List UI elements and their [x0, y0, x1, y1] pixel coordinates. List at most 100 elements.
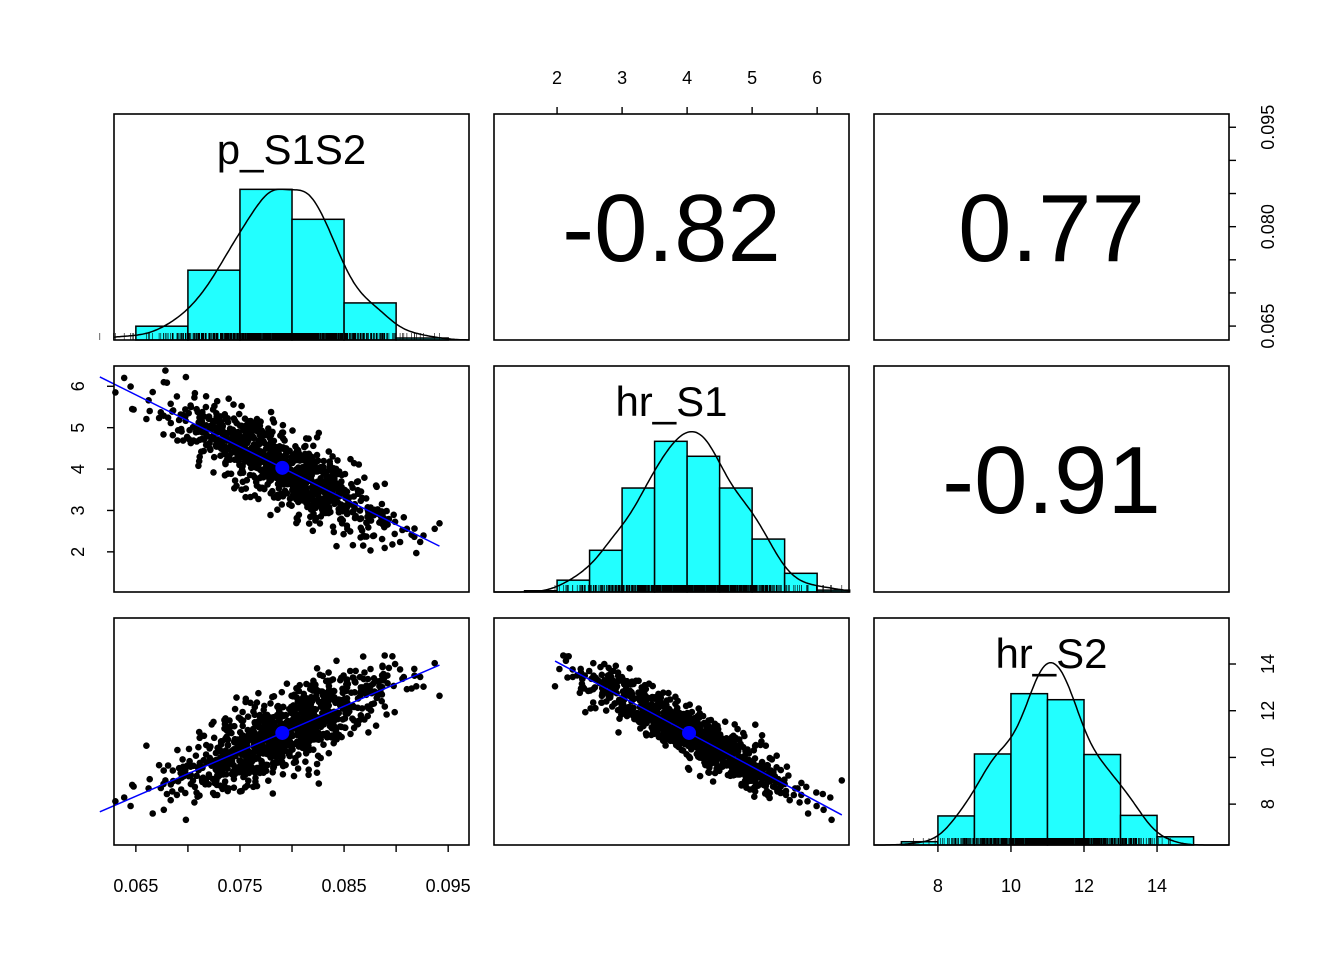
tick-label: 0.075 [217, 876, 262, 896]
scatter-point [157, 409, 165, 416]
scatter-point [731, 770, 739, 778]
scatter-point [313, 502, 321, 510]
scatter-point [670, 716, 677, 723]
scatter-point [782, 787, 790, 795]
scatter-point [286, 495, 294, 503]
panel-0-2: 0.77 [873, 113, 1230, 341]
scatter-point [214, 772, 222, 780]
scatter-point [301, 738, 309, 745]
scatter-point [656, 694, 663, 702]
scatter-point [305, 771, 312, 779]
scatter-point [235, 768, 243, 776]
scatter-point [368, 701, 375, 708]
scatter-point [346, 667, 354, 675]
scatter-point [338, 471, 346, 479]
scatter-point [766, 794, 773, 802]
scatter-point [325, 448, 333, 455]
scatter-point [329, 676, 337, 683]
scatter-point [639, 698, 647, 706]
scatter-point [213, 767, 220, 774]
scatter-point [619, 697, 627, 705]
scatter-point [244, 713, 252, 720]
scatter-point [766, 767, 773, 774]
scatter-point [813, 802, 820, 810]
scatter-point [203, 741, 210, 749]
scatter-point [143, 415, 150, 423]
scatter-point [277, 490, 285, 498]
scatter-point [620, 681, 628, 688]
scatter-point [245, 769, 253, 777]
scatter-point [333, 542, 340, 550]
scatter-point [190, 762, 197, 770]
scatter-point [293, 519, 300, 527]
panel-0-0: p_S1S2 [99, 113, 470, 341]
scatter-point [256, 713, 264, 720]
scatter-point [305, 766, 313, 773]
panel-frame [493, 113, 850, 341]
scatter-point [389, 653, 396, 660]
scatter-point [749, 759, 756, 767]
scatter-point [274, 506, 281, 513]
scatter-point [217, 748, 224, 755]
scatter-point [292, 443, 299, 450]
scatter-point [164, 762, 172, 769]
scatter-point [143, 742, 150, 749]
scatter-point [696, 727, 703, 735]
scatter-point [714, 728, 721, 735]
scatter-point [291, 691, 298, 698]
scatter-point [349, 484, 356, 492]
scatter-point [191, 783, 199, 791]
scatter-point [285, 447, 293, 455]
scatter-point [182, 789, 189, 797]
scatter-point [719, 760, 727, 767]
scatter-point [224, 765, 231, 772]
scatter-point [127, 802, 134, 810]
scatter-point [205, 771, 213, 778]
scatter-point [251, 703, 259, 711]
scatter-point [709, 758, 716, 766]
scatter-point [707, 716, 715, 724]
scatter-point [367, 707, 375, 714]
scatter-point [758, 732, 766, 739]
scatter-point [796, 799, 803, 806]
scatter-point [231, 705, 239, 713]
scatter-point [700, 730, 708, 738]
scatter-point [628, 688, 635, 696]
scatter-point [654, 702, 662, 709]
scatter-point [785, 772, 792, 779]
scatter-point [273, 759, 280, 766]
scatter-point [228, 770, 236, 778]
scatter-point [288, 743, 295, 751]
scatter-point [373, 483, 381, 491]
scatter-point [173, 791, 181, 799]
scatter-point [318, 688, 326, 695]
scatter-point [210, 469, 217, 476]
scatter-point [329, 453, 336, 460]
scatter-point [701, 753, 708, 761]
scatter-point [689, 743, 696, 751]
scatter-point [728, 762, 736, 770]
scatter-point [692, 719, 700, 726]
scatter-point [255, 495, 262, 503]
scatter-point [222, 715, 229, 722]
scatter-point [591, 684, 599, 691]
scatter-point [269, 790, 277, 797]
scatter-point [745, 750, 753, 757]
scatter-point [169, 431, 177, 439]
scatter-point [224, 741, 232, 749]
scatter-point [289, 427, 296, 434]
scatter-point [209, 422, 217, 430]
panel-2-1 [493, 617, 850, 846]
scatter-point [303, 457, 310, 465]
scatter-point [239, 722, 246, 730]
scatter-point [325, 749, 333, 757]
density-curve [113, 188, 469, 341]
rug-marks [554, 585, 843, 592]
scatter-point [308, 710, 315, 717]
scatter-point [650, 730, 658, 738]
scatter-point [303, 700, 311, 707]
scatter-point [234, 434, 242, 441]
scatter-point [239, 478, 247, 486]
scatter-point [221, 450, 228, 458]
scatter-point [293, 496, 300, 503]
